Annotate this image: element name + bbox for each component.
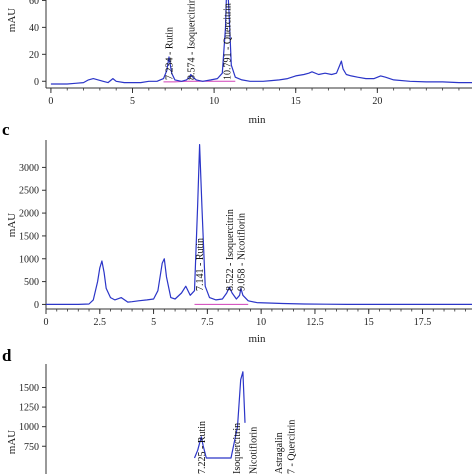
plot-area: 0 500 1000 1500 2000 2500 3000 0 2.5 5 7.5 10 12.5 15…: [19, 140, 472, 328]
x-axis-label: min: [248, 114, 266, 126]
peak-annotation: 7.225 - Rutin: [197, 421, 208, 474]
x-tick-label: 12.5: [306, 317, 324, 328]
chromatogram-panel-top: mAU min 0 20 40 60 0 5 10 15 20 7.234 - Rutin 8.57…: [6, 0, 472, 126]
peak-annotation: 7.234 - Rutin: [165, 27, 176, 80]
y-tick-label: 2500: [19, 186, 39, 197]
chromatogram-trace: [193, 371, 246, 459]
x-tick-label: 0: [44, 317, 49, 328]
peak-annotation: 9.058 - Nicotiflorin: [236, 213, 247, 291]
x-tick-label: 15: [291, 96, 301, 107]
y-tick-label: 60: [29, 0, 39, 7]
y-axis-label: mAU: [6, 430, 18, 455]
y-tick-label: 1000: [19, 422, 39, 433]
y-tick-label: 20: [29, 50, 39, 61]
x-tick-label: 2.5: [94, 317, 107, 328]
y-tick-label: 1250: [19, 403, 39, 414]
plot-area: 750 1000 1250 1500 7.225 - Rutin Isoquercitri…: [19, 364, 297, 474]
peak-annotation: Nicotiflorin: [249, 427, 260, 474]
y-tick-label: 0: [34, 77, 39, 88]
x-tick-label: 17.5: [414, 317, 432, 328]
peak-annotation: 7.141 - Rutin: [195, 238, 206, 291]
x-tick-label: 7.5: [201, 317, 214, 328]
chromatogram-panel-c: c mAU min 0 500 1000 1500 2000 2500 3000 0 2.5 5 7…: [2, 120, 472, 345]
y-tick-label: 1000: [19, 254, 39, 265]
plot-area: 0 20 40 60 0 5 10 15 20 7.234 - Rutin 8.574 - Isoq…: [29, 0, 472, 107]
chromatogram-panel-d: d mAU 750 1000 1250 1500 7.225 - Rutin Isoque…: [2, 346, 297, 474]
y-tick-label: 40: [29, 23, 39, 34]
y-tick-label: 1500: [19, 231, 39, 242]
x-tick-label: 0: [48, 96, 53, 107]
peak-annotation: 7 - Quercitrin: [286, 420, 297, 474]
panel-label: c: [2, 120, 10, 139]
y-axis-label: mAU: [6, 213, 18, 238]
peak-annotation: 8.574 - Isoquercitrin: [186, 0, 197, 80]
x-tick-label: 5: [151, 317, 156, 328]
integration-baseline: [163, 80, 236, 83]
y-tick-label: 3000: [19, 163, 39, 174]
chromatogram-trace: [46, 144, 472, 305]
x-tick-label: 15: [364, 317, 374, 328]
peak-annotation: Isoquercitrin: [232, 423, 243, 474]
y-tick-label: 1500: [19, 383, 39, 394]
y-tick-label: 500: [24, 277, 39, 288]
peak-annotation: 10.791 - Quercitrin: [223, 3, 234, 80]
x-tick-label: 20: [372, 96, 382, 107]
x-axis-label: min: [248, 333, 266, 345]
y-tick-label: 750: [24, 442, 39, 453]
y-tick-label: 0: [34, 300, 39, 311]
peak-annotation: Astragalin: [274, 432, 285, 474]
y-tick-label: 2000: [19, 209, 39, 220]
peak-annotation: 8.522 - Isoquercitrin: [225, 209, 236, 291]
x-tick-label: 10: [256, 317, 266, 328]
chromatogram-trace: [50, 0, 472, 85]
y-axis-label: mAU: [6, 8, 18, 33]
x-tick-label: 10: [209, 96, 219, 107]
panel-label: d: [2, 346, 12, 365]
x-tick-label: 5: [130, 96, 135, 107]
